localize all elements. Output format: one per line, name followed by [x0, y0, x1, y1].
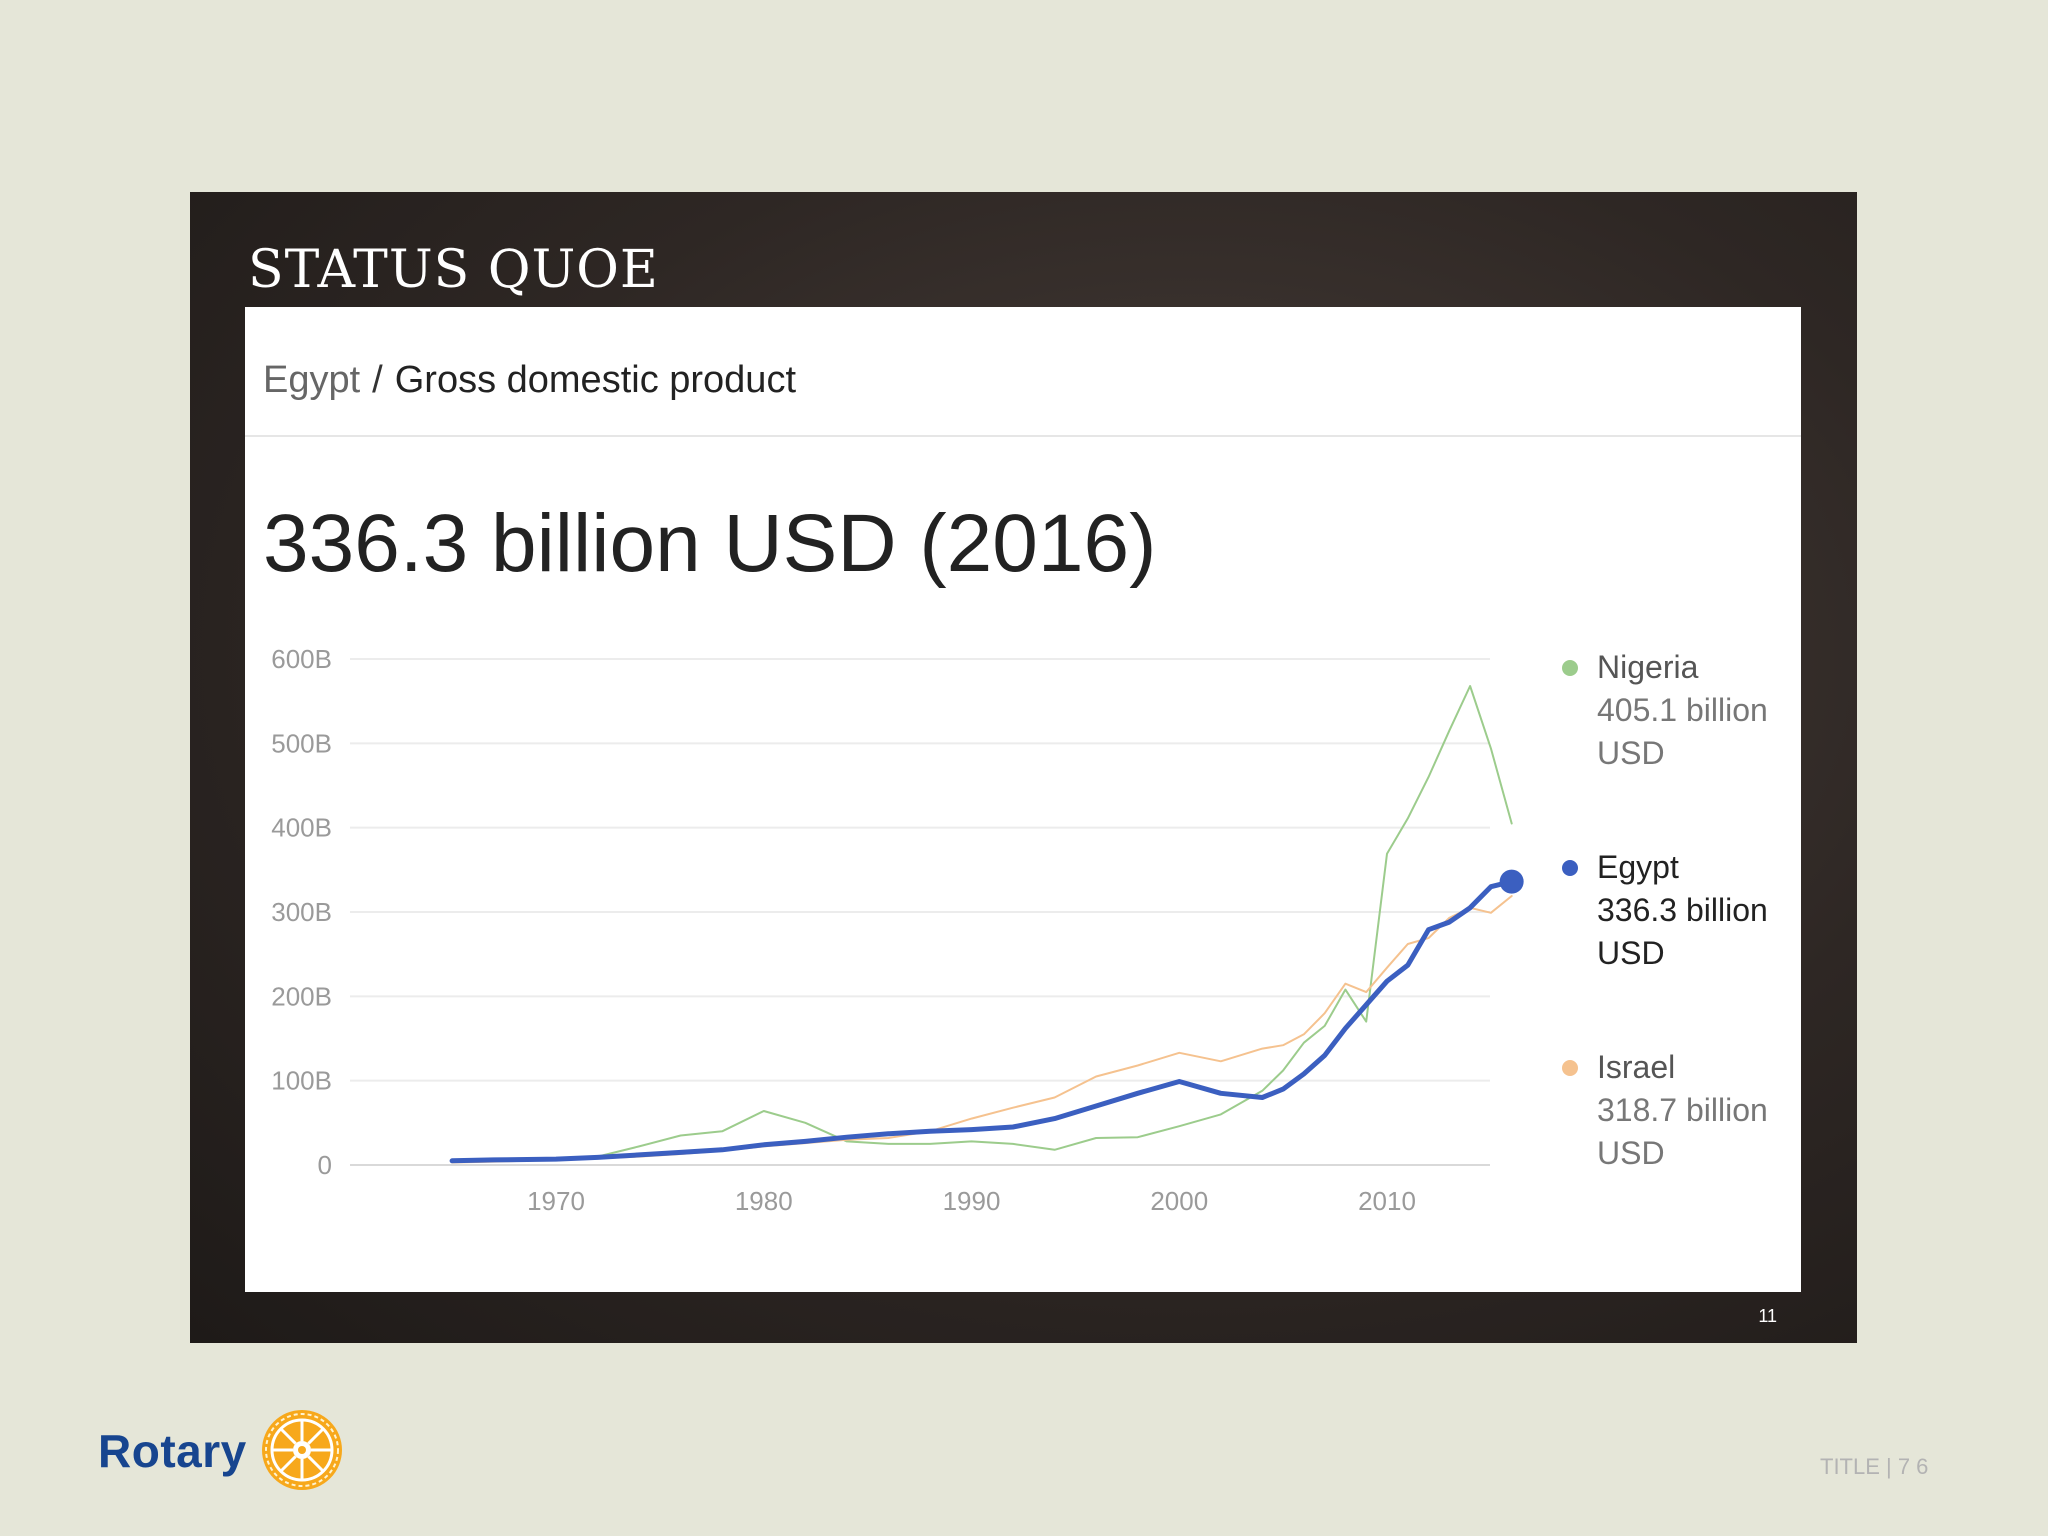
- logo-text: Rotary: [98, 1425, 247, 1477]
- card-header: Egypt / Gross domestic product: [245, 307, 1801, 437]
- slide-title: STATUS QUOE: [248, 240, 659, 300]
- x-tick-label: 2000: [1150, 1186, 1208, 1216]
- legend-unit-israel: USD: [1597, 1135, 1665, 1171]
- slide: STATUS QUOE Egypt / Gross domestic product…: [190, 192, 1857, 1343]
- y-tick-label: 100B: [271, 1066, 332, 1096]
- legend-dot-israel: [1562, 1060, 1578, 1076]
- legend-dot-nigeria: [1562, 660, 1578, 676]
- y-axis: 0 100B 200B 300B 400B 500B 600B: [271, 644, 332, 1180]
- legend-dot-egypt: [1562, 860, 1578, 876]
- gdp-card: Egypt / Gross domestic product 336.3 billi…: [245, 307, 1801, 1292]
- series-line-israel: [451, 895, 1513, 1164]
- slide-number: 11: [1758, 1306, 1777, 1326]
- y-tick-label: 300B: [271, 897, 332, 927]
- legend-value-nigeria: 405.1 billion: [1597, 692, 1768, 728]
- x-tick-label: 1970: [527, 1186, 585, 1216]
- legend-name-israel: Israel: [1597, 1049, 1675, 1085]
- legend-value-egypt: 336.3 billion: [1597, 892, 1768, 928]
- legend-unit-nigeria: USD: [1597, 735, 1665, 771]
- gdp-line-chart: 0 100B 200B 300B 400B 500B 600B 1970 1980 1990 20…: [271, 644, 1768, 1216]
- egypt-end-point[interactable]: [1499, 869, 1524, 894]
- y-tick-label: 200B: [271, 981, 332, 1011]
- breadcrumb-country[interactable]: Egypt: [263, 359, 361, 401]
- y-tick-label: 400B: [271, 813, 332, 843]
- series-line-egypt: [449, 879, 1515, 1164]
- x-tick-label: 1990: [943, 1186, 1001, 1216]
- headline-value: 336.3 billion USD (2016): [263, 498, 1157, 589]
- breadcrumb-metric: Gross domestic product: [394, 359, 796, 401]
- rotary-wheel-icon: [262, 1410, 342, 1490]
- x-tick-label: 2010: [1358, 1186, 1416, 1216]
- series-line-nigeria: [451, 685, 1513, 1162]
- legend-name-egypt: Egypt: [1597, 849, 1679, 885]
- y-tick-label: 500B: [271, 728, 332, 758]
- x-tick-label: 1980: [735, 1186, 793, 1216]
- y-tick-label: 600B: [271, 644, 332, 674]
- breadcrumb-separator: /: [372, 359, 383, 401]
- rotary-logo: Rotary: [98, 1400, 358, 1500]
- series-lines: [449, 685, 1524, 1164]
- legend-unit-egypt: USD: [1597, 935, 1665, 971]
- breadcrumb: Egypt / Gross domestic product: [263, 359, 796, 402]
- x-axis: 1970 1980 1990 2000 2010: [527, 1186, 1416, 1216]
- legend: Nigeria 405.1 billion USD Egypt 336.3 billio…: [1562, 649, 1768, 1171]
- legend-value-israel: 318.7 billion: [1597, 1092, 1768, 1128]
- grid: [350, 658, 1490, 1166]
- legend-name-nigeria: Nigeria: [1597, 649, 1699, 685]
- y-tick-label: 0: [318, 1150, 332, 1180]
- footer-title-page: TITLE | 7 6: [1820, 1454, 1929, 1479]
